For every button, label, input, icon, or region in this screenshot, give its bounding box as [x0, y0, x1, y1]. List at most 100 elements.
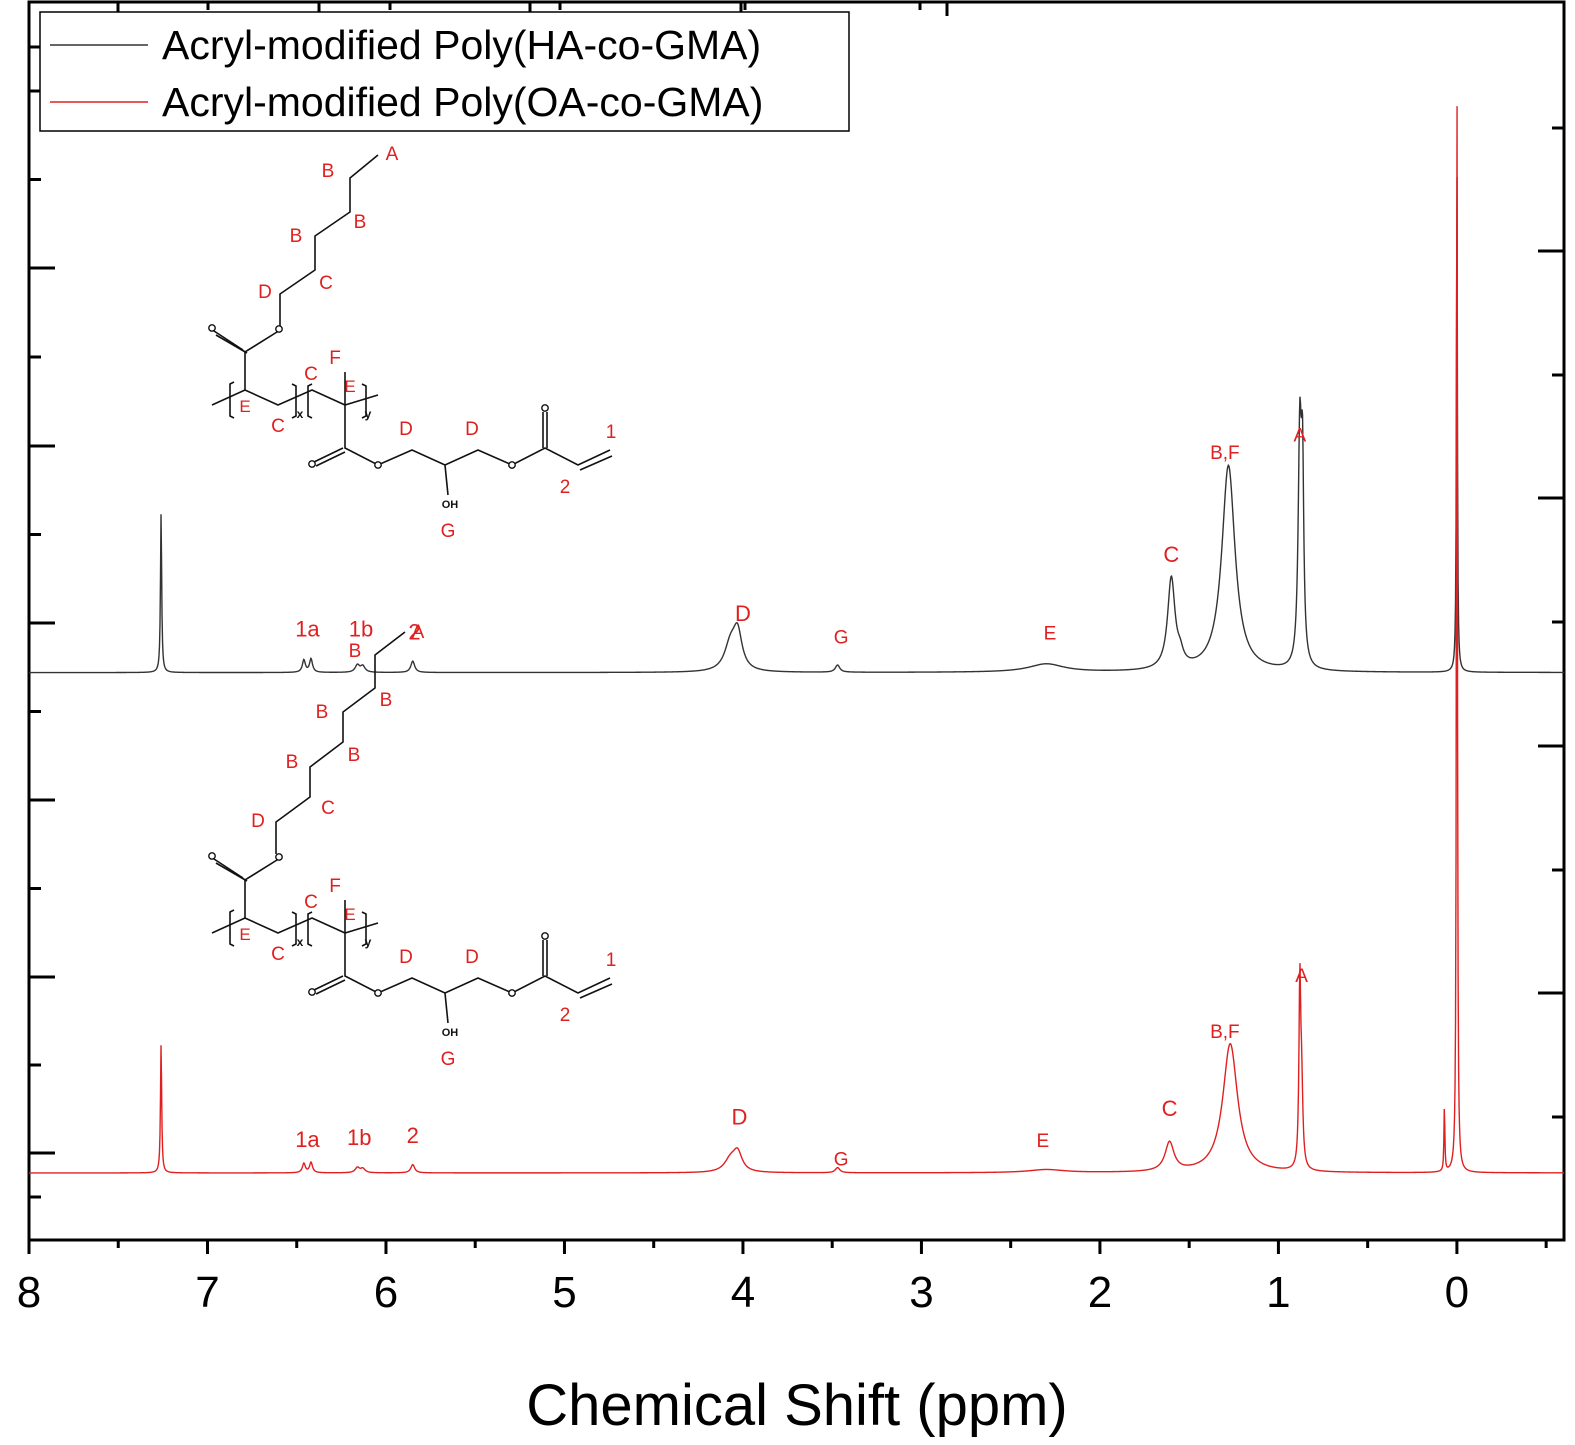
- structure-label: C: [304, 892, 318, 913]
- structure-label: B: [322, 161, 335, 182]
- carbonyl-double: [213, 330, 244, 351]
- structure-label: E: [239, 925, 250, 944]
- oxygen-atom: [508, 461, 516, 469]
- structure-label: E: [239, 397, 250, 416]
- structure-label: B: [290, 226, 303, 247]
- oxygen-atom: [374, 989, 382, 997]
- x-axis: 8 7 6 5 4 3 2 1 0: [17, 1240, 1548, 1317]
- ester-link: [244, 331, 278, 380]
- structure-label: D: [399, 419, 413, 440]
- gma-chain: [344, 933, 611, 994]
- structure-label: B: [316, 702, 329, 723]
- structure-label: 1: [606, 950, 617, 971]
- oxygen-atom: [308, 460, 316, 468]
- carbonyl-double: [313, 975, 344, 991]
- oxygen-atom: [374, 461, 382, 469]
- peak-label: B,F: [1210, 443, 1240, 464]
- structure-atom-label: x: [297, 407, 304, 421]
- structure-label: D: [258, 282, 272, 303]
- structure-label: F: [329, 876, 341, 897]
- alkyl-chain: [275, 631, 406, 854]
- peak-label: C: [1162, 1096, 1178, 1121]
- vinyl-double: [579, 983, 613, 999]
- peak-label: C: [1163, 542, 1179, 567]
- structure-label: C: [304, 364, 318, 385]
- oxygen-atom: [275, 325, 283, 333]
- peak-label: 2: [407, 1123, 419, 1148]
- structure-label: B: [380, 690, 393, 711]
- hydroxyl-bond: [444, 992, 449, 1024]
- structure-label: D: [399, 947, 413, 968]
- structure-label: B: [286, 752, 299, 773]
- oxygen-atom: [541, 404, 549, 412]
- spectra: [29, 106, 1564, 1174]
- structure-label: C: [271, 416, 285, 437]
- bracket-left: [307, 383, 313, 419]
- structure-label: E: [344, 905, 355, 924]
- legend: Acryl-modified Poly(HA-co-GMA) Acryl-mod…: [39, 11, 850, 132]
- x-tick-label: 0: [1445, 1268, 1469, 1317]
- structure-label: D: [465, 947, 479, 968]
- carbonyl-double: [313, 447, 344, 463]
- structure-label: A: [412, 622, 425, 643]
- structure-label: E: [344, 377, 355, 396]
- oxygen-atom: [208, 324, 216, 332]
- carbonyl-double: [315, 979, 346, 995]
- structure-label: C: [319, 273, 333, 294]
- peak-label: D: [731, 1104, 747, 1129]
- structure-label: B: [348, 745, 361, 766]
- peak-label: 1a: [295, 1127, 320, 1152]
- legend-box: [39, 11, 850, 132]
- x-tick-label: 2: [1088, 1268, 1112, 1317]
- structure-label: C: [321, 798, 335, 819]
- peak-label: A: [1295, 966, 1308, 987]
- oxygen-atom: [508, 989, 516, 997]
- x-tick-label: 8: [17, 1268, 41, 1317]
- structure-label: G: [441, 1049, 456, 1070]
- plot-frame: [27, 0, 1566, 1242]
- x-tick-label: 7: [195, 1268, 219, 1317]
- x-tick-label: 3: [909, 1268, 933, 1317]
- structure-label: 1: [606, 422, 617, 443]
- backbone: [211, 389, 379, 406]
- carbonyl-double: [315, 451, 346, 467]
- bracket-left: [307, 911, 313, 947]
- y-axis-ticks: [29, 2, 1564, 1199]
- peak-label: 1b: [347, 1125, 371, 1150]
- peak-labels: 1a 1b 2 D G E C B,F A 1a 1b 2 D G E C B,F A: [295, 425, 1308, 1170]
- x-tick-label: 5: [552, 1268, 576, 1317]
- bracket-right: [291, 911, 297, 947]
- hydroxyl-bond: [444, 464, 449, 496]
- spectrum-ha: [29, 177, 1564, 674]
- carbonyl-double: [215, 862, 248, 882]
- structure-atom-label: OH: [442, 499, 459, 511]
- oxygen-atom: [308, 988, 316, 996]
- legend-label-oa: Acryl-modified Poly(OA-co-GMA): [162, 79, 763, 125]
- structure-atom-label: x: [297, 935, 304, 949]
- peak-label: G: [834, 628, 849, 649]
- x-tick-label: 6: [374, 1268, 398, 1317]
- bracket-left: [229, 909, 235, 947]
- peak-label: A: [1293, 425, 1306, 446]
- peak-label: E: [1036, 1131, 1049, 1152]
- structure-atom-label: y: [365, 935, 372, 949]
- oxygen-atom: [275, 853, 283, 861]
- peak-label: G: [834, 1150, 849, 1171]
- structure-label: A: [386, 144, 399, 165]
- peak-label: 2: [408, 620, 420, 645]
- ester-link: [244, 859, 278, 908]
- spectrum-oa: [29, 106, 1564, 1174]
- structure-label: F: [329, 348, 341, 369]
- peak-label: 1a: [295, 616, 320, 641]
- structure-label: B: [349, 641, 362, 662]
- structure-label: B: [354, 212, 367, 233]
- structure-atom-label: y: [365, 407, 372, 421]
- peak-label: B,F: [1210, 1022, 1240, 1043]
- alkyl-chain: [279, 154, 379, 326]
- peak-label: D: [735, 601, 751, 626]
- structure-atom-label: OH: [442, 1027, 459, 1039]
- structure-label: D: [465, 419, 479, 440]
